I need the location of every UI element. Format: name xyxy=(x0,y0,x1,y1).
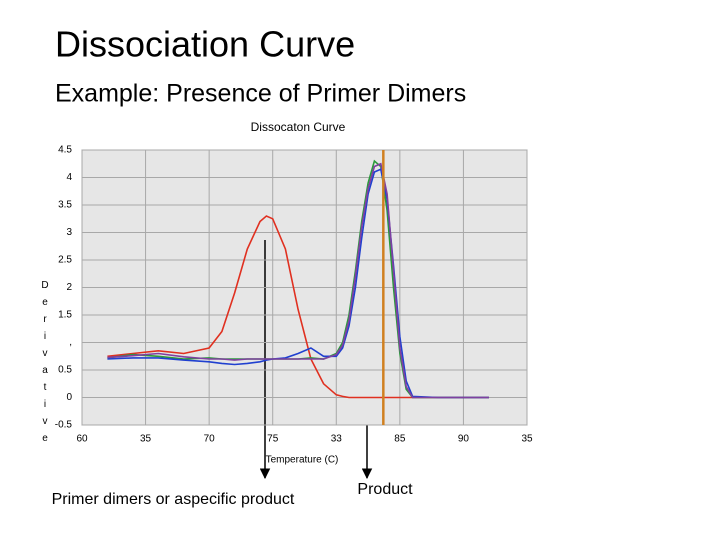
y-tick-label: -0.5 xyxy=(55,420,73,431)
x-tick-label: 33 xyxy=(331,434,343,445)
x-tick-label: 60 xyxy=(76,434,88,445)
y-tick-label: 2 xyxy=(66,282,72,293)
series-line xyxy=(107,168,489,399)
x-axis-label: Temperature (C) xyxy=(266,455,339,466)
series-line xyxy=(107,162,489,399)
y-tick-label: 4 xyxy=(66,172,72,183)
x-tick-label: 35 xyxy=(140,434,152,445)
y-tick-label: 2.5 xyxy=(58,255,72,266)
y-tick-label: 0.5 xyxy=(58,365,72,376)
slide-title: Dissociation Curve xyxy=(55,24,355,65)
y-tick-label: 1.5 xyxy=(58,310,72,321)
y-tick-label: 0 xyxy=(66,392,72,403)
chart-title: Dissocaton Curve xyxy=(251,120,346,134)
y-tick-label: 3 xyxy=(66,227,72,238)
y-tick-label: , xyxy=(69,337,72,348)
x-tick-label: 85 xyxy=(394,434,406,445)
annotation: Primer dimers or aspecific product xyxy=(52,491,295,508)
y-tick-label: 3.5 xyxy=(58,200,72,211)
x-tick-label: 75 xyxy=(267,434,279,445)
annotation: Product xyxy=(357,481,413,498)
series-line xyxy=(107,215,489,399)
y-axis-label: Derivative xyxy=(40,280,51,450)
x-tick-label: 35 xyxy=(521,434,533,445)
x-tick-label: 70 xyxy=(204,434,216,445)
slide-subtitle: Example: Presence of Primer Dimers xyxy=(55,80,466,108)
y-tick-label: 4.5 xyxy=(58,145,72,156)
x-tick-label: 90 xyxy=(458,434,470,445)
